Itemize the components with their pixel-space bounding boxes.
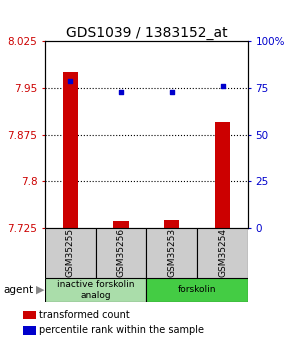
Text: GSM35255: GSM35255 bbox=[66, 228, 75, 277]
Text: GSM35254: GSM35254 bbox=[218, 228, 227, 277]
Text: inactive forskolin
analog: inactive forskolin analog bbox=[57, 280, 135, 299]
Bar bbox=[215, 122, 230, 228]
Bar bbox=[96, 228, 146, 278]
Text: ▶: ▶ bbox=[36, 285, 45, 295]
Text: percentile rank within the sample: percentile rank within the sample bbox=[39, 325, 204, 335]
Bar bbox=[45, 228, 96, 278]
Text: transformed count: transformed count bbox=[39, 310, 130, 320]
Bar bbox=[164, 220, 180, 228]
Point bbox=[68, 78, 72, 83]
Title: GDS1039 / 1383152_at: GDS1039 / 1383152_at bbox=[66, 26, 227, 40]
Bar bbox=[197, 228, 248, 278]
Bar bbox=[146, 228, 197, 278]
Bar bbox=[63, 72, 78, 228]
Point bbox=[169, 89, 174, 95]
Text: GSM35256: GSM35256 bbox=[117, 228, 126, 277]
Text: GSM35253: GSM35253 bbox=[167, 228, 176, 277]
Text: forskolin: forskolin bbox=[178, 285, 216, 294]
Text: agent: agent bbox=[3, 285, 33, 295]
Point bbox=[220, 83, 225, 89]
Bar bbox=[113, 221, 129, 228]
Point bbox=[119, 89, 124, 95]
Bar bbox=[146, 278, 248, 302]
Bar bbox=[45, 278, 146, 302]
